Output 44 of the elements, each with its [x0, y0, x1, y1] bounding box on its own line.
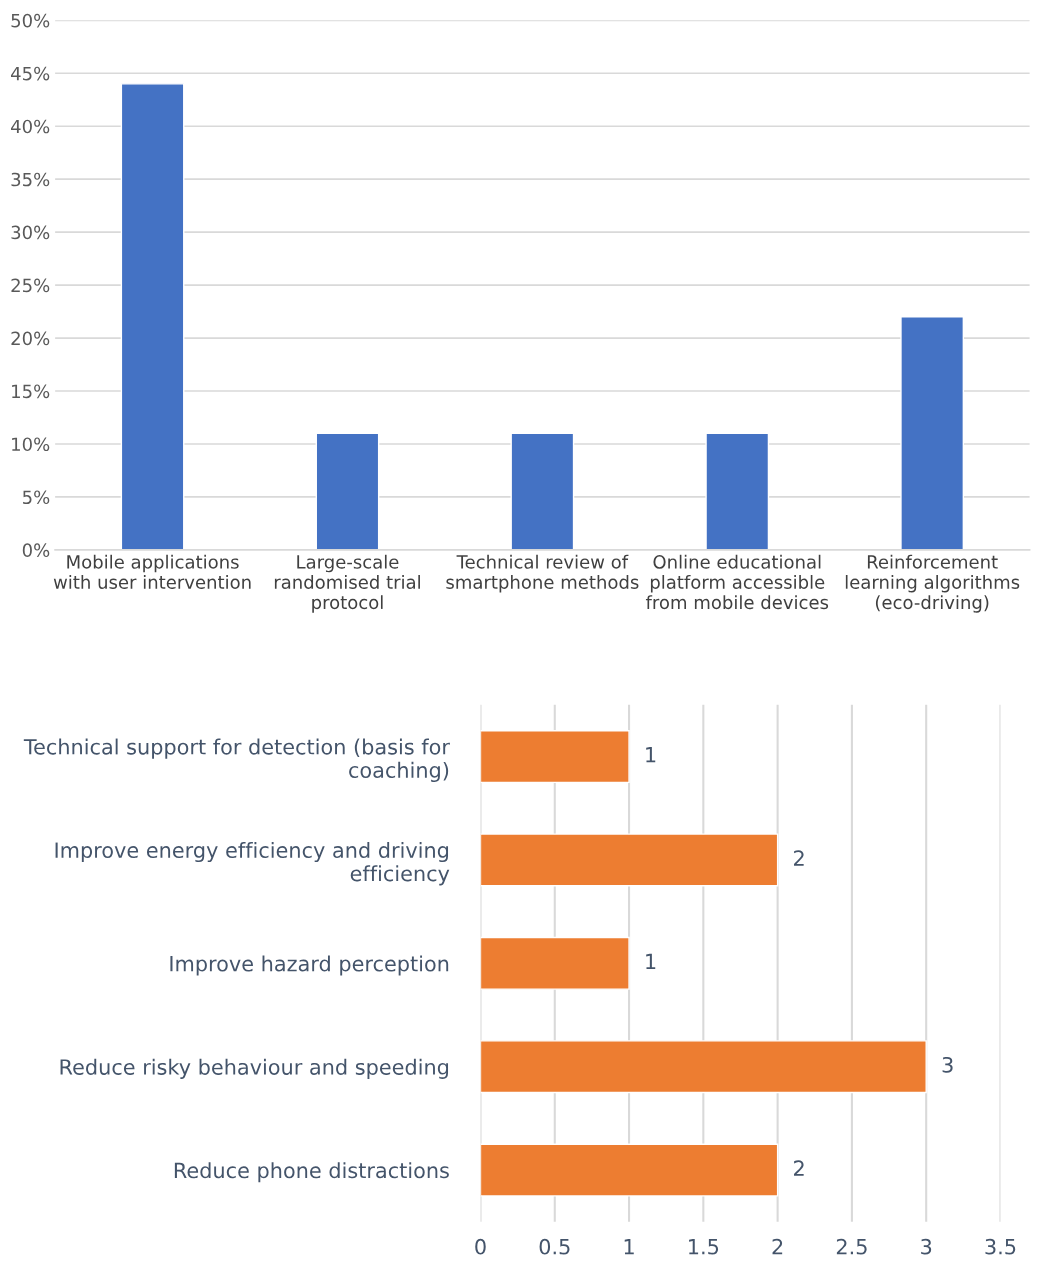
y-tick-label: 30% — [11, 225, 50, 240]
y-tick-label: 5% — [23, 490, 50, 505]
bar — [480, 833, 779, 887]
bar — [120, 83, 185, 550]
bar — [480, 1040, 927, 1094]
bar — [480, 936, 630, 990]
data-label: 1 — [646, 747, 656, 763]
data-label: 3 — [942, 1056, 953, 1073]
x-tick-label: 2 — [772, 1238, 783, 1255]
bar — [480, 1143, 779, 1197]
data-label: 2 — [794, 1160, 804, 1176]
y-tick-label: Reduce risky behaviour and speeding — [60, 1058, 449, 1079]
y-tick-label: 40% — [11, 119, 50, 134]
y-tick-label: 20% — [11, 331, 50, 346]
y-tick-label: 15% — [12, 384, 50, 399]
x-tick-label: 1 — [624, 1239, 634, 1255]
y-tick-label: 0% — [22, 543, 50, 558]
x-tick-label: 0 — [475, 1238, 486, 1255]
bar — [705, 432, 770, 550]
x-tick-label: 1.5 — [689, 1239, 719, 1255]
bar — [510, 432, 575, 550]
y-tick-label: Reduce phone distractions — [174, 1162, 449, 1183]
x-tick-label: 3 — [921, 1238, 932, 1255]
x-tick-label: Mobile applications with user intervention — [53, 554, 251, 589]
x-tick-label: 2.5 — [836, 1238, 867, 1255]
y-tick-label: Technical support for detection (basis for coaching) — [23, 738, 450, 783]
y-tick-label: 35% — [11, 172, 50, 187]
y-tick-label: 25% — [11, 278, 50, 293]
y-tick-label: 10% — [12, 437, 50, 452]
x-tick-label: Online educational platform accessible from mobile devices — [645, 554, 829, 610]
y-tick-label: Improve hazard perception — [170, 955, 449, 976]
x-tick-label: Reinforcement learning algorithms (eco-driving) — [845, 554, 1020, 613]
x-tick-label: Technical review of smartphone methods — [446, 554, 639, 593]
x-tick-label: 3.5 — [985, 1238, 1016, 1255]
data-label: 1 — [646, 953, 656, 970]
y-tick-label: Improve energy efficiency and driving efficiency — [55, 841, 450, 886]
x-tick-label: Large-scale randomised trial protocol — [274, 554, 420, 613]
bar — [480, 729, 630, 784]
bar — [900, 316, 965, 550]
x-tick-label: 0.5 — [539, 1238, 570, 1255]
y-tick-label: 50% — [11, 13, 50, 28]
data-label: 2 — [794, 850, 804, 866]
y-tick-label: 45% — [11, 66, 50, 81]
bar — [315, 432, 380, 550]
